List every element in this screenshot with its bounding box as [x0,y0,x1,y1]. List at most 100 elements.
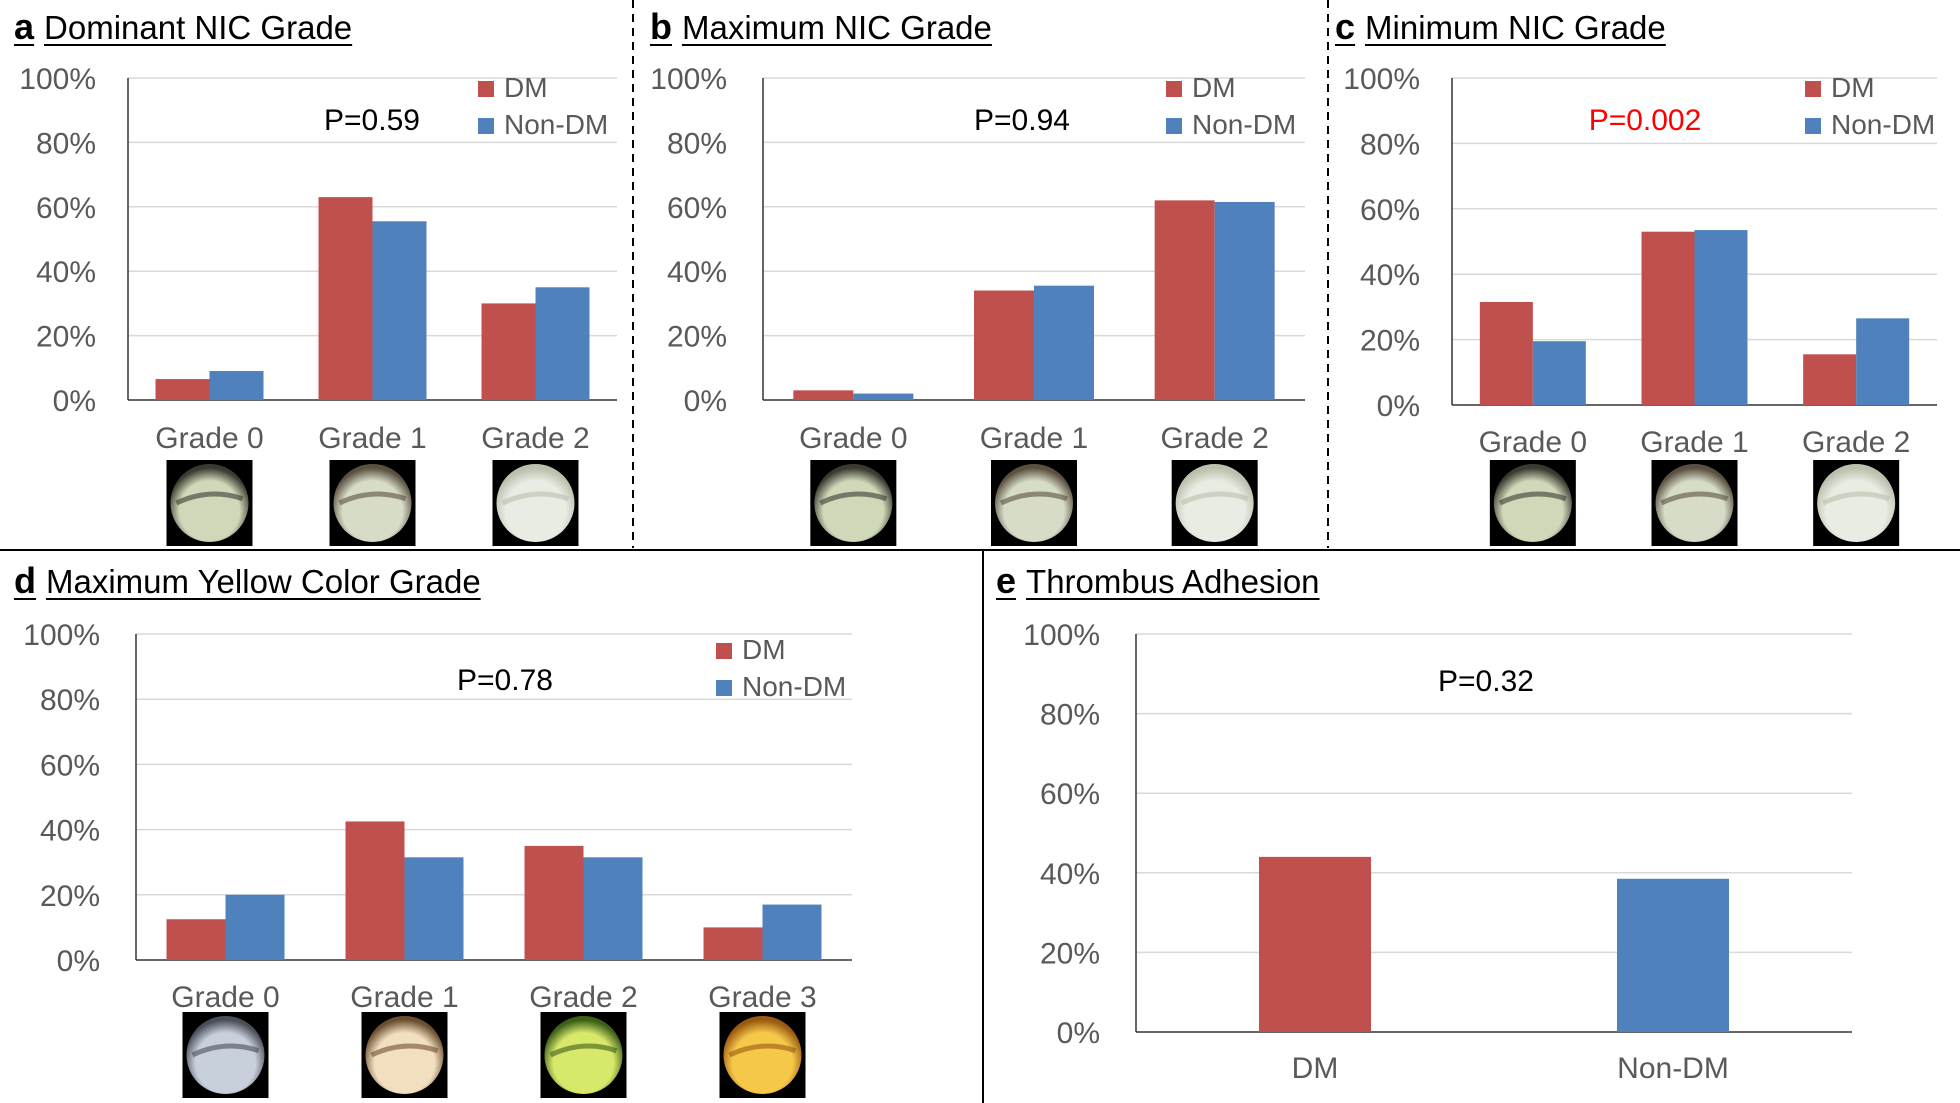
panel-b-category-label: Grade 1 [980,422,1088,455]
panel-d-category-label: Grade 0 [171,981,279,1014]
panel-a-ytick-label: 60% [36,192,96,225]
panel-b-letter: b [650,6,672,47]
panel-d-category-label: Grade 3 [708,981,816,1014]
panel-d-ytick-label: 0% [57,945,100,978]
panel-c-p-value: P=0.002 [1589,104,1702,137]
panel-c-category-label: Grade 1 [1640,426,1748,459]
panel-d-bar-dm-3 [703,927,763,960]
panel-b-image-plaque [1180,491,1249,506]
panel-d-bar-dm-2 [524,845,584,960]
panel-d-legend-swatch-dm [716,643,732,659]
panel-a-image-plaque [501,491,570,506]
panel-c-ytick-label: 100% [1343,63,1420,96]
panel-a-image-lumen [333,464,412,542]
panel-e-title-text: Thrombus Adhesion [1026,563,1320,600]
panel-b-image-lumen [814,464,893,542]
panel-c-image-plaque [1822,491,1890,506]
panel-c-ytick-label: 80% [1360,128,1420,161]
panel-b-title: b Maximum NIC Grade [650,6,992,48]
panel-d-letter: d [14,560,36,601]
panel-b-legend-label: Non-DM [1192,109,1296,140]
panel-d-category-label: Grade 1 [350,981,458,1014]
panel-a-image-plaque [175,491,244,506]
panel-a-letter: a [14,6,35,47]
panel-d-category-label: Grade 2 [529,981,637,1014]
panel-b-bar-nondm-2 [1214,201,1275,400]
panel-e-ytick-label: 80% [1040,699,1100,732]
panel-a-bar-dm-2 [481,303,536,400]
panel-c-bar-dm-1 [1641,231,1695,405]
panel-d-image-plaque [191,1043,260,1058]
panel-e-bar-0 [1259,856,1371,1032]
panel-c-title: c Minimum NIC Grade [1335,6,1666,48]
panel-a-title-text: Dominant NIC Grade [44,9,353,46]
panel-e-ytick-label: 60% [1040,778,1100,811]
panel-c-image-lumen [1817,464,1896,542]
panel-a-image-lumen [496,464,575,542]
panel-e-category-label: DM [1292,1052,1339,1085]
panel-d-bar-dm-0 [166,919,226,960]
panel-a-legend-label: DM [504,72,548,103]
panel-b-ytick-label: 100% [650,63,727,96]
panel-b-bar-dm-2 [1154,200,1215,400]
panel-c-bar-dm-2 [1803,354,1857,405]
panel-b-image-lumen [995,464,1073,542]
panel-d-legend-swatch-nondm [716,680,732,696]
panel-b-category-label: Grade 2 [1160,422,1268,455]
panel-d-ytick-label: 60% [40,749,100,782]
panel-b-bar-dm-0 [793,390,854,400]
panel-d-bar-nondm-3 [762,904,822,960]
panel-b-legend-swatch-dm [1166,81,1182,97]
panel-b-ytick-label: 20% [667,321,727,354]
panel-a-category-label: Grade 1 [318,422,426,455]
panel-d-title: d Maximum Yellow Color Grade [14,560,481,602]
panel-c-bar-nondm-1 [1694,230,1748,405]
panel-b-bar-nondm-1 [1034,285,1094,400]
panel-b-legend-swatch-nondm [1166,118,1182,134]
panel-d-legend-label: Non-DM [742,671,846,702]
panel-c-legend-swatch-dm [1805,81,1821,97]
panel-c-letter: c [1335,6,1356,47]
panel-e-bar-1 [1617,878,1729,1032]
panel-c-ytick-label: 60% [1360,194,1420,227]
panel-b-image-plaque [999,491,1068,506]
panel-d-ytick-label: 40% [40,815,100,848]
panel-c-legend-label: DM [1831,72,1875,103]
panel-d-bar-nondm-1 [404,857,464,960]
panel-d-image-plaque [728,1043,797,1058]
panel-a-category-label: Grade 0 [155,422,263,455]
panel-c-bar-nondm-0 [1532,341,1586,405]
panel-a-ytick-label: 80% [36,127,96,160]
panel-e-title: e Thrombus Adhesion [996,560,1320,602]
panel-d-bar-dm-1 [345,821,405,960]
panel-c-image-plaque [1498,491,1567,506]
panel-b-image-plaque [819,491,888,506]
panel-c-legend-label: Non-DM [1831,109,1935,140]
panel-d-ytick-label: 80% [40,684,100,717]
panel-d-image-lumen [723,1016,802,1094]
panel-b-bar-nondm-0 [853,393,914,400]
panel-d-image-lumen [186,1016,265,1094]
panel-d-ytick-label: 20% [40,880,100,913]
panel-c-bar-dm-0 [1479,301,1533,405]
panel-c-category-label: Grade 2 [1802,426,1910,459]
panel-b-legend-label: DM [1192,72,1236,103]
panel-a-ytick-label: 0% [53,385,96,418]
panel-a-p-value: P=0.59 [324,104,420,137]
panel-a-legend-label: Non-DM [504,109,608,140]
panel-c-image-lumen [1655,464,1734,542]
panel-d-bar-nondm-0 [225,894,285,960]
panel-a-ytick-label: 100% [19,63,96,96]
panel-b-bar-dm-1 [974,290,1034,400]
panel-a-bar-dm-1 [318,197,373,400]
panel-d-image-lumen [544,1016,623,1094]
panel-c-category-label: Grade 0 [1479,426,1587,459]
panel-e-letter: e [996,560,1017,601]
panel-e-ytick-label: 0% [1057,1017,1100,1050]
panel-a-image-plaque [338,491,407,506]
panel-c-ytick-label: 20% [1360,325,1420,358]
panel-c-title-text: Minimum NIC Grade [1365,9,1666,46]
panel-e-category-label: Non-DM [1617,1052,1729,1085]
